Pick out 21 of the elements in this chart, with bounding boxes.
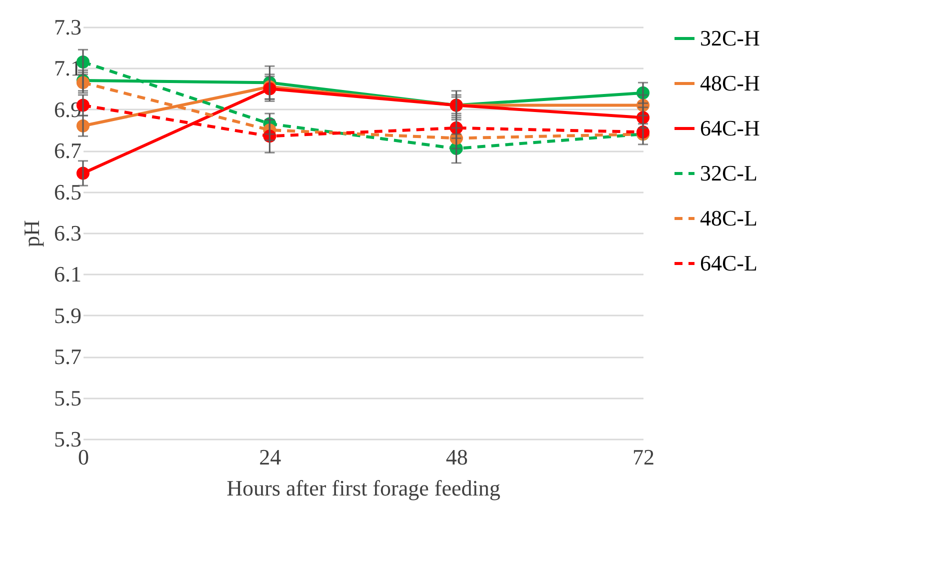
y-axis-title: pH <box>19 220 44 247</box>
legend-label: 48C-L <box>700 206 758 230</box>
legend-label: 32C-H <box>700 26 760 50</box>
legend-label: 64C-L <box>700 250 758 276</box>
y-tick-label: 7.1 <box>54 56 82 81</box>
x-axis-title: Hours after first forage feeding <box>226 476 500 500</box>
y-tick-label: 6.5 <box>54 179 82 204</box>
y-tick-label: 6.1 <box>54 262 82 287</box>
y-tick-label: 6.7 <box>54 138 82 164</box>
x-tick-label: 48 <box>446 444 468 470</box>
y-tick-label: 7.3 <box>54 14 82 40</box>
y-tick-label: 5.9 <box>54 302 82 328</box>
y-tick-label: 5.3 <box>54 426 82 452</box>
y-tick-label: 5.7 <box>54 344 82 370</box>
legend-label: 64C-H <box>700 116 760 140</box>
x-tick-label: 24 <box>259 444 282 470</box>
legend-label: 48C-H <box>700 70 760 96</box>
legend-label: 32C-L <box>700 160 758 186</box>
y-tick-label: 6.3 <box>54 220 82 246</box>
y-tick-label: 5.5 <box>54 385 82 410</box>
x-tick-label: 72 <box>632 444 654 470</box>
